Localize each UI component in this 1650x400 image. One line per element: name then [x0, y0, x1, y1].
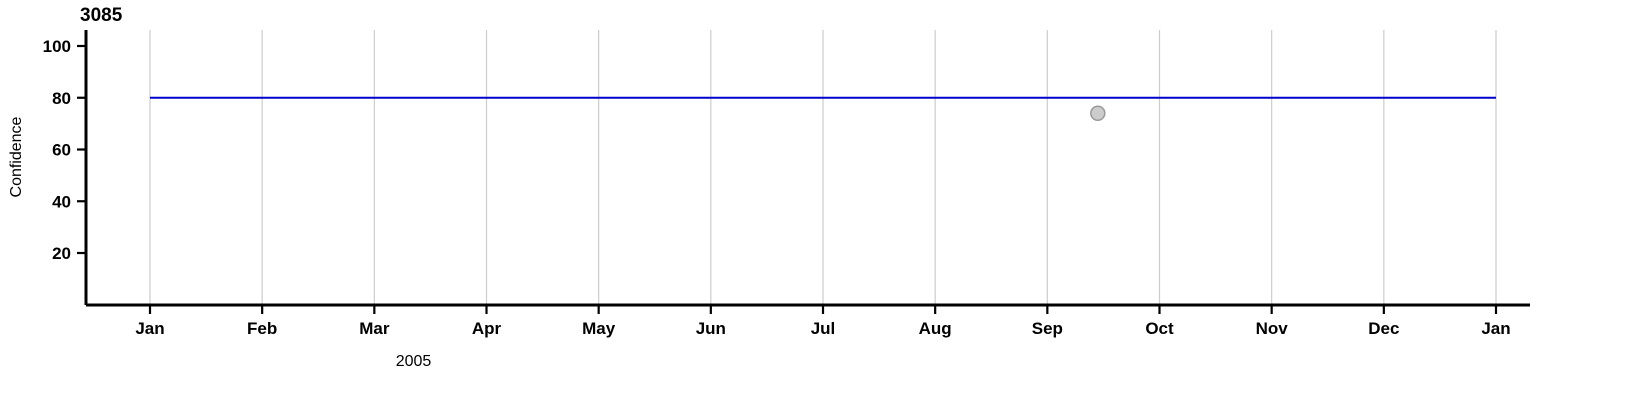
- x-axis-tick-label: Jan: [1481, 319, 1510, 338]
- y-axis-tick-label: 80: [52, 89, 71, 108]
- x-axis-label: 2005: [395, 353, 432, 370]
- x-axis-tick-label: Mar: [359, 319, 390, 338]
- gridlines: [149, 30, 1497, 305]
- y-axis-tick-label: 100: [43, 37, 71, 56]
- x-axis-tick-label: Apr: [472, 319, 502, 338]
- x-axis-tick-label: Jan: [135, 319, 164, 338]
- x-axis-tick-label: Nov: [1256, 319, 1289, 338]
- x-axis: Jan Feb Mar Apr May Jun Jul Aug Sep Oct Nov Dec Jan: [86, 303, 1530, 338]
- x-axis-tick-label: Aug: [919, 319, 952, 338]
- y-axis: 20 40 60 80 100: [43, 30, 88, 305]
- x-axis-tick-label: May: [582, 319, 616, 338]
- x-axis-tick-label: Jul: [811, 319, 836, 338]
- chart-title: 3085: [80, 5, 123, 26]
- data-point-marker[interactable]: [1090, 105, 1106, 122]
- x-axis-tick-label: Jun: [696, 319, 726, 338]
- y-axis-tick-label: 60: [52, 141, 71, 160]
- x-axis-tick-label: Feb: [247, 319, 277, 338]
- x-axis-label-row: 2005: [0, 353, 1650, 371]
- x-axis-tick-label: Dec: [1368, 319, 1399, 338]
- y-axis-tick-label: 20: [52, 244, 71, 263]
- x-axis-tick-label: Sep: [1032, 319, 1063, 338]
- y-axis-tick-label: 40: [52, 192, 71, 211]
- x-axis-tick-label: Oct: [1145, 319, 1174, 338]
- data-series: [150, 96, 1496, 122]
